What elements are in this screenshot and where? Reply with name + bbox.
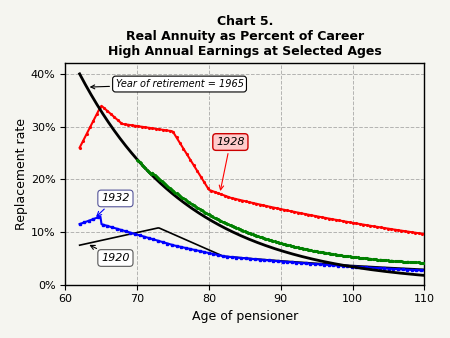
Text: 1920: 1920: [90, 245, 130, 263]
Text: 1928: 1928: [216, 137, 245, 190]
Title: Chart 5.
Real Annuity as Percent of Career
High Annual Earnings at Selected Ages: Chart 5. Real Annuity as Percent of Care…: [108, 15, 382, 58]
X-axis label: Age of pensioner: Age of pensioner: [192, 310, 298, 323]
Y-axis label: Replacement rate: Replacement rate: [15, 118, 28, 230]
Text: 1932: 1932: [97, 193, 130, 216]
Text: Year of retirement = 1965: Year of retirement = 1965: [91, 79, 243, 89]
